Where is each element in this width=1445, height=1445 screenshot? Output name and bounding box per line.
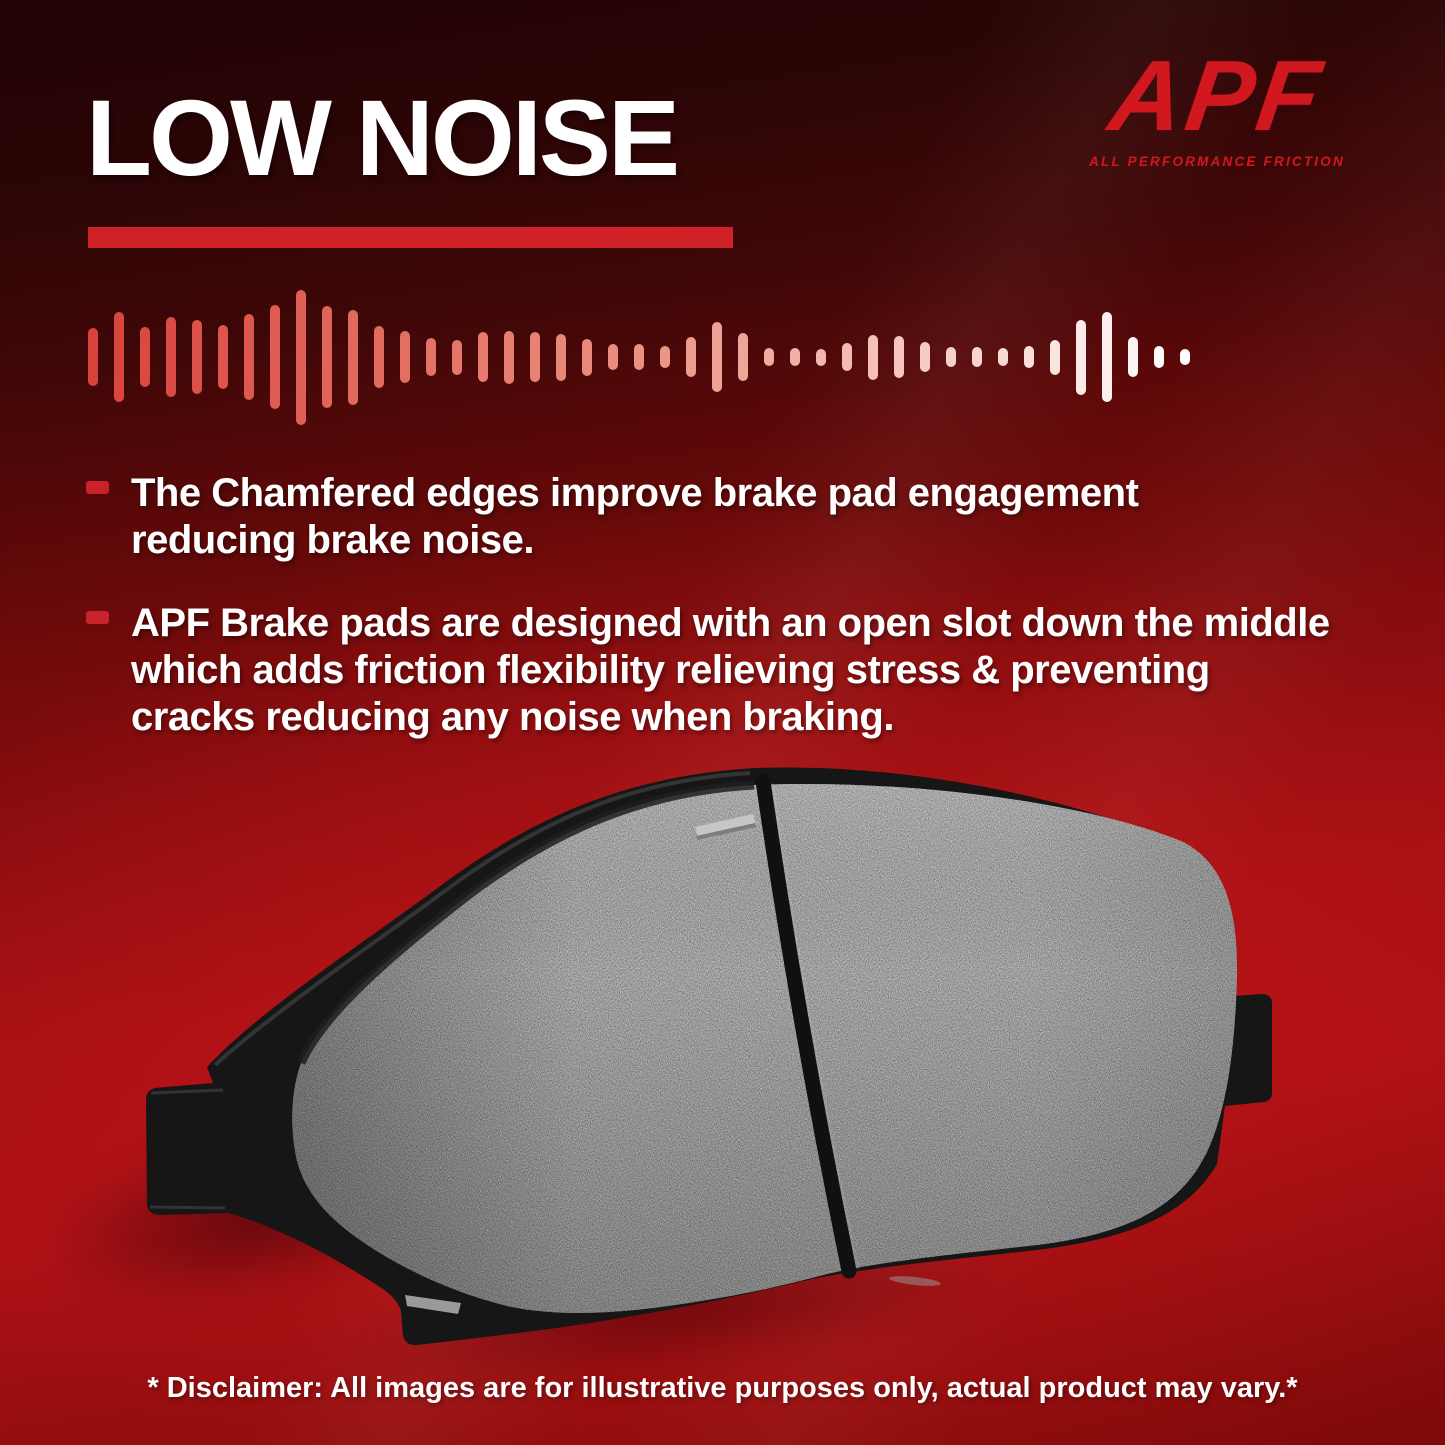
title-underline [88,227,733,248]
wave-bar [426,338,436,376]
wave-bar [1024,346,1034,368]
bullet-list: The Chamfered edges improve brake pad en… [86,470,1330,741]
wave-bar [556,333,566,381]
wave-bar [816,348,826,366]
apf-logo-icon: APF [1103,40,1331,152]
wave-bar [478,332,488,382]
bullet-marker-icon [86,611,109,624]
shim-glint [405,1295,461,1314]
wave-bar [504,330,514,384]
wave-bar [1180,349,1190,365]
wave-bar [296,289,306,425]
brand-logo-block: APF ALL PERFORMANCE FRICTION [1067,40,1367,169]
wave-bar [920,342,930,372]
wave-bar [374,326,384,388]
wave-bar [1076,319,1086,395]
bullet-text: The Chamfered edges improve brake pad en… [131,471,1139,562]
disclaimer-text: * Disclaimer: All images are for illustr… [147,1372,1298,1404]
wave-bar [166,317,176,397]
brand-tagline: ALL PERFORMANCE FRICTION [1089,154,1345,169]
wave-bar [634,344,644,370]
shim-glint [695,814,756,838]
wave-bar [1050,339,1060,375]
wave-bar [608,344,618,370]
wave-bar [322,306,332,408]
bullet-text: APF Brake pads are designed with an open… [131,601,1330,739]
wave-bar [452,339,462,375]
wave-bar [894,336,904,378]
bullet-item: The Chamfered edges improve brake pad en… [86,470,1330,564]
wave-bar [972,347,982,367]
page-title: LOW NOISE [86,77,680,198]
wave-bar [868,334,878,380]
wave-bar [582,338,592,376]
wave-bar [764,348,774,366]
wave-bar [1102,312,1112,402]
brake-pad-photo [146,767,1272,1346]
wave-bar [712,322,722,392]
wave-bar [842,343,852,371]
center-slot [755,773,857,1279]
wave-bar [686,337,696,377]
bullet-marker-icon [86,481,109,494]
wave-bar [192,320,202,394]
wave-bar [270,305,280,409]
wave-bar [998,348,1008,366]
wave-bar [348,309,358,405]
wave-bar [218,325,228,389]
wave-bar [660,346,670,368]
wave-bar [114,312,124,402]
wave-bar [140,327,150,387]
sound-wave-icon [88,287,1206,427]
wave-bar [400,331,410,383]
wave-bar [88,328,98,386]
wave-bar [946,347,956,367]
wave-bar [1154,346,1164,368]
wave-bar [244,314,254,400]
wave-bar [530,332,540,382]
bullet-item: APF Brake pads are designed with an open… [86,600,1330,741]
wave-bar [790,348,800,366]
wave-bar [1128,337,1138,377]
wave-bar [738,333,748,381]
